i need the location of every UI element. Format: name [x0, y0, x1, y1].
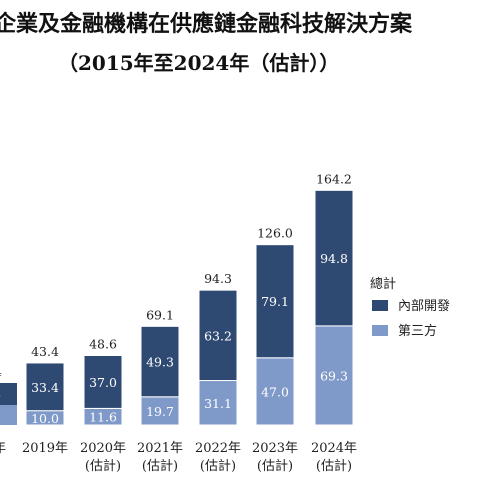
legend-swatch-third-party — [372, 325, 388, 336]
category-label: 年 — [0, 441, 6, 456]
data-label-third-party: 19.7 — [146, 404, 174, 419]
data-label-internal: 49.3 — [146, 355, 174, 370]
data-label-third-party: 31.1 — [204, 396, 232, 411]
legend-label-third-party: 第三方 — [398, 323, 437, 339]
bar-third-party — [0, 405, 17, 425]
data-label-total: 48.6 — [89, 337, 117, 352]
bar-internal — [255, 244, 295, 359]
data-label-total: 4 — [0, 364, 2, 379]
data-label-third-party: 11.6 — [89, 410, 117, 425]
data-label-total: 94.3 — [204, 271, 232, 286]
legend-label-internal: 內部開發 — [398, 299, 450, 314]
data-label-third-party: 47.0 — [261, 384, 289, 399]
data-label-third-party: 10.0 — [31, 411, 59, 426]
bar-internal — [83, 355, 123, 409]
category-note: (估計) — [200, 458, 236, 474]
legend-swatch-internal — [372, 300, 388, 311]
data-label-internal: 79.1 — [261, 294, 289, 309]
category-note: (估計) — [257, 458, 293, 474]
category-note: (估計) — [142, 458, 178, 474]
bars-group — [0, 189, 354, 426]
category-note: (估計) — [316, 458, 352, 474]
category-label: 2021年 — [137, 441, 183, 456]
data-label-internal: 94.8 — [320, 251, 348, 266]
bar-third-party — [255, 357, 295, 426]
category-label: 2019年 — [22, 441, 68, 456]
data-label-total: 69.1 — [146, 307, 174, 322]
data-label-total: 164.2 — [316, 171, 352, 186]
category-label: 2023年 — [252, 441, 298, 456]
bar-third-party — [314, 325, 354, 426]
data-label-internal: 37.0 — [89, 375, 117, 390]
data-label-internal: 33.4 — [31, 380, 59, 395]
labels-group: 4 5 年 10.0 33.4 43.4 2019年 11.6 37.0 48.6 2020年 (估計… — [0, 171, 357, 474]
data-label-internal: 5 — [0, 389, 1, 402]
legend: 總計 內部開發 第三方 — [370, 276, 450, 339]
chart-title: 企業及金融機構在供應鏈金融科技解決方案 — [0, 11, 413, 37]
data-label-total: 43.4 — [31, 344, 59, 359]
chart-subtitle: （2015年至2024年（估計）） — [58, 51, 339, 75]
data-label-third-party: 69.3 — [320, 368, 348, 383]
bar-internal — [314, 189, 354, 327]
bar-internal — [198, 289, 238, 382]
category-label: 2024年 — [311, 441, 357, 456]
bar-internal — [0, 383, 17, 405]
bar-internal — [25, 362, 65, 412]
data-label-internal: 63.2 — [204, 328, 232, 343]
category-label: 2020年 — [80, 441, 126, 456]
category-label: 2022年 — [195, 441, 241, 456]
category-note: (估計) — [85, 458, 121, 474]
data-label-total: 126.0 — [257, 226, 293, 241]
legend-title: 總計 — [370, 276, 396, 292]
bar-internal — [140, 325, 180, 398]
